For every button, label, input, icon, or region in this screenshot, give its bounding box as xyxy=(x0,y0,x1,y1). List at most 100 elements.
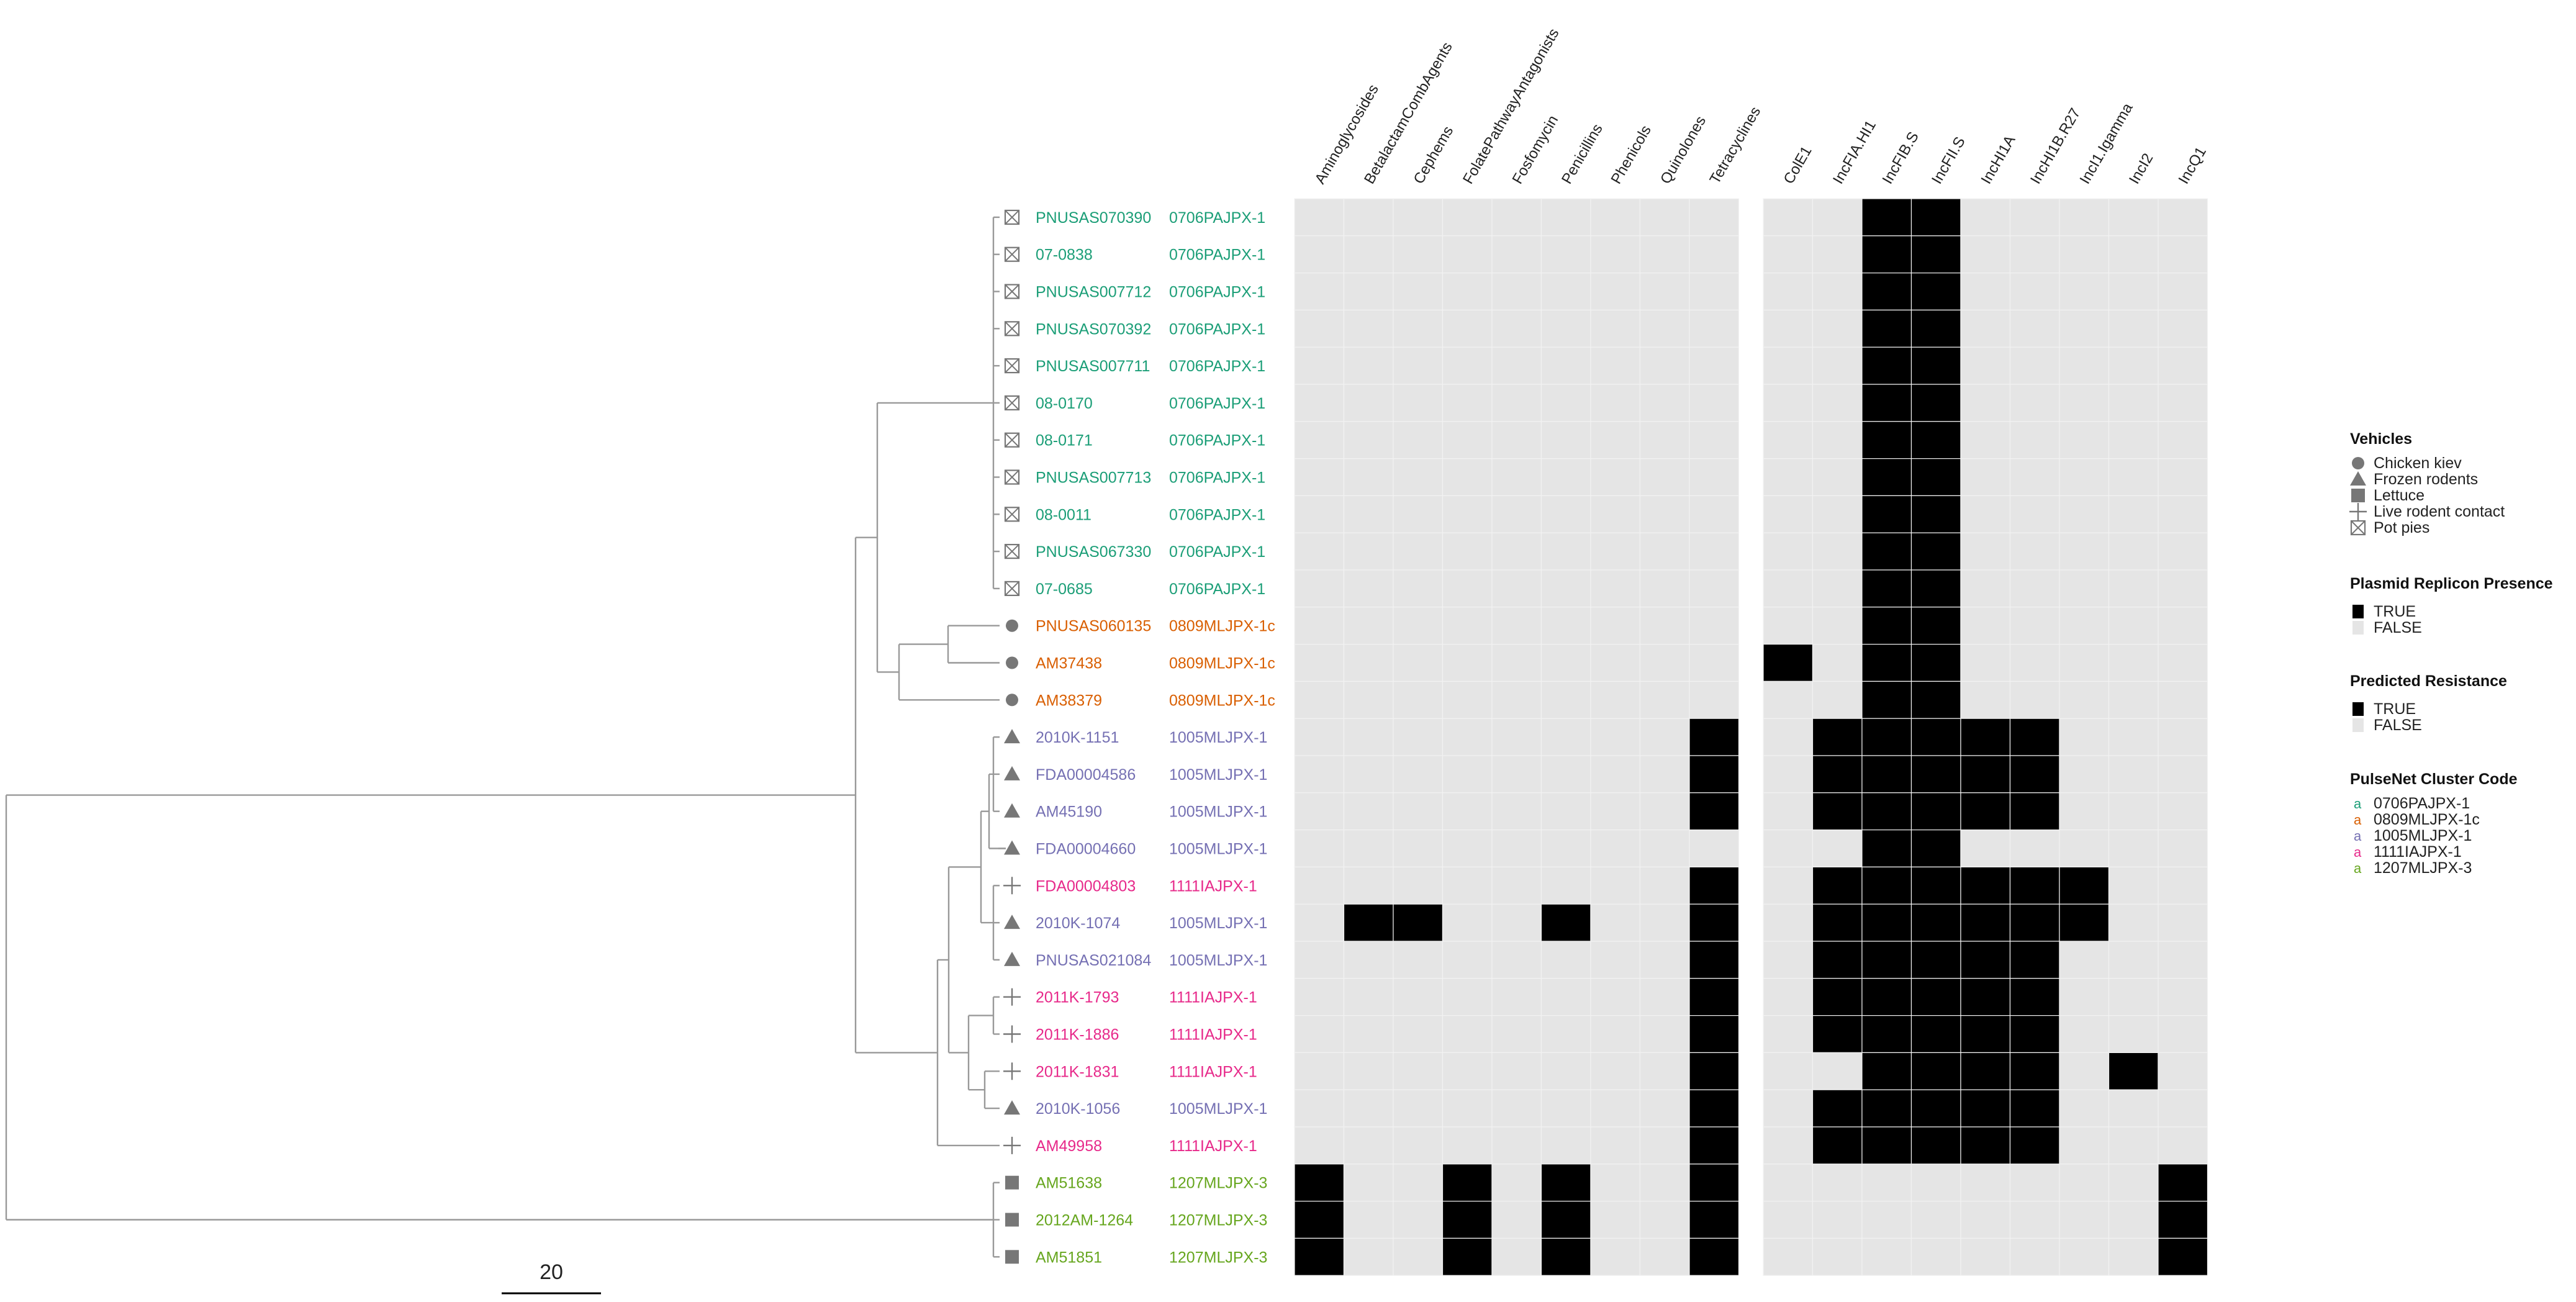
plasmid-cell xyxy=(1861,384,1912,422)
resistance-cell xyxy=(1442,1089,1493,1128)
resistance-cell xyxy=(1491,941,1542,979)
isolate-id-label: 08-0011 xyxy=(1036,506,1091,523)
plasmid-cell xyxy=(2009,1015,2060,1053)
plasmid-cell xyxy=(1812,1126,1863,1165)
plasmid-cell xyxy=(2158,1200,2208,1239)
resistance-cell xyxy=(1393,755,1444,793)
legend-item-label: 1111IAJPX-1 xyxy=(2374,843,2462,861)
cluster-code-label: 0706PAJPX-1 xyxy=(1169,320,1265,338)
resistance-cell xyxy=(1540,866,1591,905)
plasmid-cell xyxy=(1812,384,1863,422)
plasmid-cell xyxy=(1960,718,2011,756)
resistance-cell xyxy=(1294,1237,1345,1276)
resistance-cell xyxy=(1639,829,1690,867)
plasmid-cell xyxy=(1960,755,2011,793)
plasmid-cell xyxy=(2108,532,2159,571)
resistance-cell xyxy=(1393,792,1444,831)
resistance-cell xyxy=(1491,421,1542,459)
plasmid-cell xyxy=(2108,903,2159,942)
plasmid-cell xyxy=(1812,792,1863,831)
plasmid-cell xyxy=(2009,421,2060,459)
box-cross-b xyxy=(1005,321,1019,337)
cluster-code-label: 1005MLJPX-1 xyxy=(1169,915,1267,932)
resistance-cell xyxy=(1442,792,1493,831)
plasmid-column-header: IncFIA.HI1 xyxy=(1830,117,1879,187)
plasmid-cell xyxy=(1763,1015,1814,1053)
resistance-cell xyxy=(1590,1015,1641,1053)
plasmid-cell xyxy=(1910,643,1961,682)
plasmid-cell xyxy=(1960,1089,2011,1128)
resistance-cell xyxy=(1590,273,1641,311)
plasmid-cell xyxy=(1910,1015,1961,1053)
plasmid-cell xyxy=(1763,866,1814,905)
isolate-id-label: AM51851 xyxy=(1036,1249,1102,1266)
plasmid-cell xyxy=(2108,273,2159,311)
plasmid-cell xyxy=(2158,792,2208,831)
resistance-cell xyxy=(1689,680,1740,719)
plasmid-cell xyxy=(2009,1237,2060,1276)
plasmid-cell xyxy=(1910,718,1961,756)
plasmid-cell xyxy=(2108,680,2159,719)
plasmid-cell xyxy=(1763,495,1814,533)
plasmid-cell xyxy=(1910,755,1961,793)
resistance-cell xyxy=(1442,495,1493,533)
plasmid-cell xyxy=(1812,1200,1863,1239)
resistance-cell xyxy=(1689,495,1740,533)
plasmid-cell xyxy=(2009,792,2060,831)
resistance-cell xyxy=(1294,1089,1345,1128)
plasmid-cell xyxy=(2158,903,2208,942)
plasmid-cell xyxy=(1763,1200,1814,1239)
resistance-cell xyxy=(1343,978,1394,1016)
resistance-cell xyxy=(1540,978,1591,1016)
resistance-cell xyxy=(1393,198,1444,237)
resistance-cell xyxy=(1343,273,1394,311)
plasmid-cell xyxy=(2158,1089,2208,1128)
plasmid-cell xyxy=(1812,273,1863,311)
plasmid-cell xyxy=(1861,346,1912,385)
plasmid-cell xyxy=(2059,680,2110,719)
resistance-cell xyxy=(1689,1015,1740,1053)
plasmid-cell xyxy=(1910,680,1961,719)
box-cross-b xyxy=(1005,581,1019,596)
resistance-cell xyxy=(1590,978,1641,1016)
cluster-code-label: 1111IAJPX-1 xyxy=(1169,1137,1257,1155)
plasmid-cell xyxy=(1910,421,1961,459)
box-outline xyxy=(1004,209,1020,225)
plasmid-cell xyxy=(1861,755,1912,793)
plasmid-cell xyxy=(2009,829,2060,867)
resistance-cell xyxy=(1294,532,1345,571)
cluster-code-label: 1207MLJPX-3 xyxy=(1169,1249,1267,1266)
resistance-cell xyxy=(1294,607,1345,645)
resistance-cell xyxy=(1639,273,1690,311)
isolate-id-label: PNUSAS070390 xyxy=(1036,209,1151,227)
vehicle-marker xyxy=(1004,507,1020,522)
resistance-cell xyxy=(1540,680,1591,719)
resistance-cell xyxy=(1639,1015,1690,1053)
box-cross-b xyxy=(1005,358,1019,373)
resistance-cell xyxy=(1590,309,1641,348)
vehicle-marker xyxy=(1004,951,1020,966)
resistance-cell xyxy=(1343,866,1394,905)
resistance-cell xyxy=(1442,978,1493,1016)
resistance-cell xyxy=(1540,235,1591,274)
plasmid-cell xyxy=(2108,866,2159,905)
resistance-cell xyxy=(1639,458,1690,496)
resistance-cell xyxy=(1393,643,1444,682)
plasmid-cell xyxy=(1812,198,1863,237)
resistance-cell xyxy=(1491,1015,1542,1053)
plasmid-cell xyxy=(2009,1200,2060,1239)
cluster-code-label: 0809MLJPX-1c xyxy=(1169,618,1275,635)
plasmid-cell xyxy=(1861,792,1912,831)
plasmid-cell xyxy=(2009,680,2060,719)
legend-item-label: 1005MLJPX-1 xyxy=(2374,827,2472,844)
resistance-cell xyxy=(1343,309,1394,348)
resistance-cell xyxy=(1393,532,1444,571)
cluster-code-label: 1111IAJPX-1 xyxy=(1169,1026,1257,1044)
isolate-id-label: AM51638 xyxy=(1036,1175,1102,1192)
resistance-cell xyxy=(1294,866,1345,905)
resistance-cell xyxy=(1294,1126,1345,1165)
vehicle-marker xyxy=(1003,1062,1021,1080)
resistance-cell xyxy=(1639,718,1690,756)
resistance-cell xyxy=(1590,680,1641,719)
